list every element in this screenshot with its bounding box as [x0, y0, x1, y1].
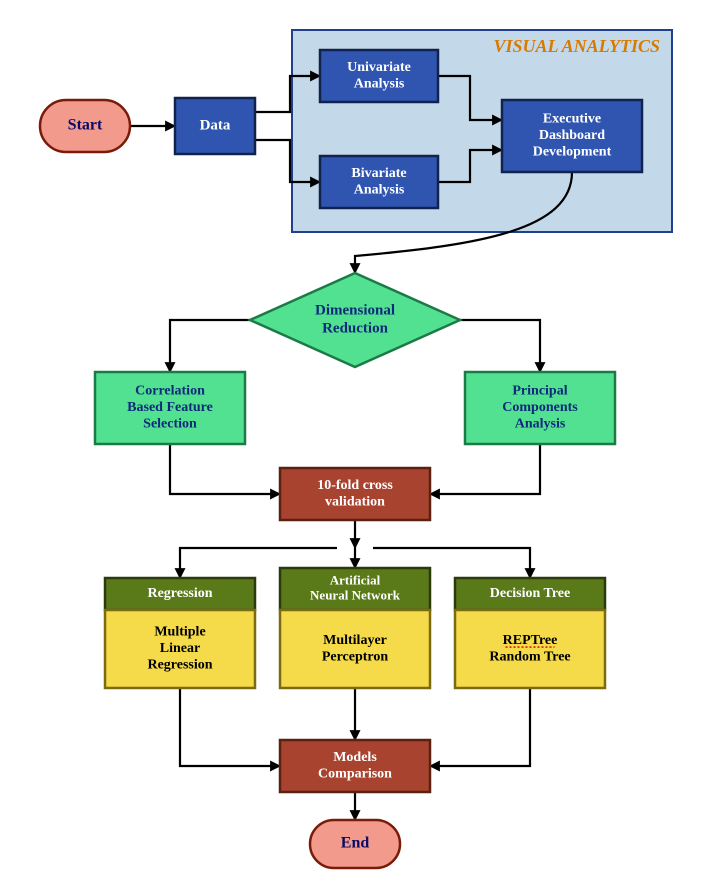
- nodes.start-line0: Start: [68, 117, 103, 134]
- nodes.cv-line1: validation: [325, 494, 385, 509]
- nodes.dt_h-line0: Decision Tree: [490, 586, 571, 601]
- nodes.pca-line2: Analysis: [515, 417, 566, 432]
- nodes.dimred-line1: Reduction: [322, 320, 388, 336]
- visual-analytics-label: VISUAL ANALYTICS: [493, 36, 660, 56]
- edge-8: [170, 444, 280, 494]
- node-reg_h: Regression: [105, 578, 255, 610]
- nodes-layer: StartDataUnivariateAnalysisBivariateAnal…: [40, 50, 642, 868]
- nodes.bi-line1: Analysis: [354, 182, 405, 197]
- nodes.ann_b-line1: Perceptron: [322, 649, 389, 664]
- nodes.cfs-line2: Selection: [143, 417, 197, 432]
- nodes.uni-line0: Univariate: [347, 60, 411, 75]
- nodes.ann_h-line0: Artificial: [330, 572, 381, 587]
- node-dash: ExecutiveDashboard Development: [502, 100, 642, 172]
- nodes.bi-line0: Bivariate: [351, 166, 406, 181]
- node-cv: 10-fold crossvalidation: [280, 468, 430, 520]
- nodes.cv-line0: 10-fold cross: [317, 478, 393, 493]
- node-models: ModelsComparison: [280, 740, 430, 792]
- edge-7: [460, 320, 540, 372]
- nodes.dash-line0: Executive: [543, 112, 601, 127]
- node-ann_b: MultilayerPerceptron: [280, 610, 430, 688]
- nodes.cfs-line1: Based Feature: [127, 400, 213, 415]
- nodes.dash-line2: Development: [533, 145, 612, 160]
- nodes.pca-line0: Principal: [512, 384, 567, 399]
- nodes.reg_b-line2: Regression: [147, 658, 212, 673]
- edge-6: [170, 320, 250, 372]
- nodes.reg_h-line0: Regression: [147, 586, 212, 601]
- node-dimred: DimensionalReduction: [250, 273, 460, 367]
- nodes.dimred-line0: Dimensional: [315, 303, 395, 319]
- node-pca: PrincipalComponents Analysis: [465, 372, 615, 444]
- node-dt_b: REPTreeRandom Tree: [455, 610, 605, 688]
- node-end: End: [310, 820, 400, 868]
- nodes.models-line1: Comparison: [318, 766, 392, 781]
- nodes.pca-line1: Components: [502, 400, 578, 415]
- node-uni: UnivariateAnalysis: [320, 50, 438, 102]
- nodes.ann_h-line1: Neural Network: [310, 588, 401, 603]
- edge-16: [430, 688, 530, 766]
- node-cfs: CorrelationBased Feature Selection: [95, 372, 245, 444]
- nodes.dash-line1: Dashboard: [539, 128, 605, 143]
- nodes.dt_b-line1: Random Tree: [489, 649, 570, 664]
- edge-14: [180, 688, 280, 766]
- node-reg_b: MultipleLinear Regression: [105, 610, 255, 688]
- node-data: Data: [175, 98, 255, 154]
- nodes.dt_b-line0: REPTree: [503, 633, 558, 648]
- nodes.data-line0: Data: [200, 117, 231, 133]
- node-start: Start: [40, 100, 130, 152]
- nodes.cfs-line0: Correlation: [135, 384, 205, 399]
- edge-9: [430, 444, 540, 494]
- nodes.reg_b-line1: Linear: [160, 641, 200, 656]
- nodes.ann_b-line0: Multilayer: [323, 633, 387, 648]
- nodes.models-line0: Models: [333, 750, 377, 765]
- node-dt_h: Decision Tree: [455, 578, 605, 610]
- node-bi: BivariateAnalysis: [320, 156, 438, 208]
- nodes.reg_b-line0: Multiple: [154, 625, 205, 640]
- nodes.end-line0: End: [341, 835, 370, 852]
- nodes.uni-line1: Analysis: [354, 76, 405, 91]
- node-ann_h: ArtificialNeural Network: [280, 568, 430, 610]
